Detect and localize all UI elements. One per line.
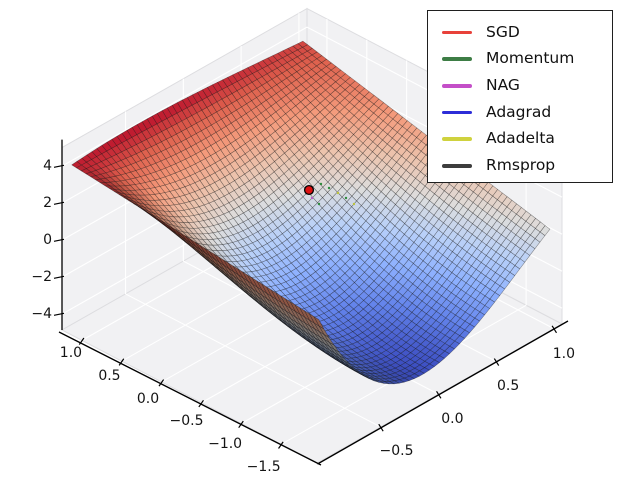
y-tick-label: 1.0 (552, 346, 576, 363)
legend-label: NAG (486, 75, 520, 94)
z-tick-label: −4 (31, 306, 52, 323)
x-tick-label: 0.0 (136, 390, 160, 407)
x-tick-label: −1.5 (246, 458, 281, 475)
legend-entry-nag: NAG (428, 72, 612, 99)
x-tick-label: −0.5 (169, 413, 204, 430)
legend-label: Adagrad (486, 102, 552, 121)
z-tick-label: 4 (43, 158, 52, 175)
x-tick-label: 1.0 (59, 345, 83, 362)
z-tick-label: 0 (43, 232, 52, 249)
legend-label: SGD (486, 22, 520, 41)
legend-entry-adagrad: Adagrad (428, 99, 612, 126)
z-tick-label: −2 (31, 269, 52, 286)
y-tick-label: 0.0 (441, 410, 464, 427)
legend-entry-adadelta: Adadelta (428, 126, 612, 153)
momentum-line-swatch (442, 57, 472, 61)
legend-label: Momentum (486, 49, 575, 68)
nag-line-swatch (442, 83, 472, 88)
legend-entry-momentum: Momentum (428, 46, 612, 73)
legend-label: Adadelta (486, 129, 555, 148)
x-tick-label: 0.5 (98, 368, 121, 385)
sgd-line-swatch (442, 30, 472, 35)
legend-label: Rmsprop (486, 156, 556, 175)
y-tick-label: 0.5 (496, 378, 520, 395)
legend-entry-rmsprop: Rmsprop (428, 152, 612, 179)
legend: SGD Momentum NAG Adagrad Adadelta Rmspro… (427, 10, 613, 183)
z-tick-label: 2 (43, 195, 52, 212)
adadelta-line-swatch (442, 137, 472, 141)
adagrad-line-swatch (442, 110, 472, 115)
legend-entry-sgd: SGD (428, 19, 612, 46)
y-tick-label: −0.5 (379, 442, 414, 459)
x-tick-label: −1.0 (208, 436, 243, 453)
rmsprop-line-swatch (442, 163, 472, 168)
